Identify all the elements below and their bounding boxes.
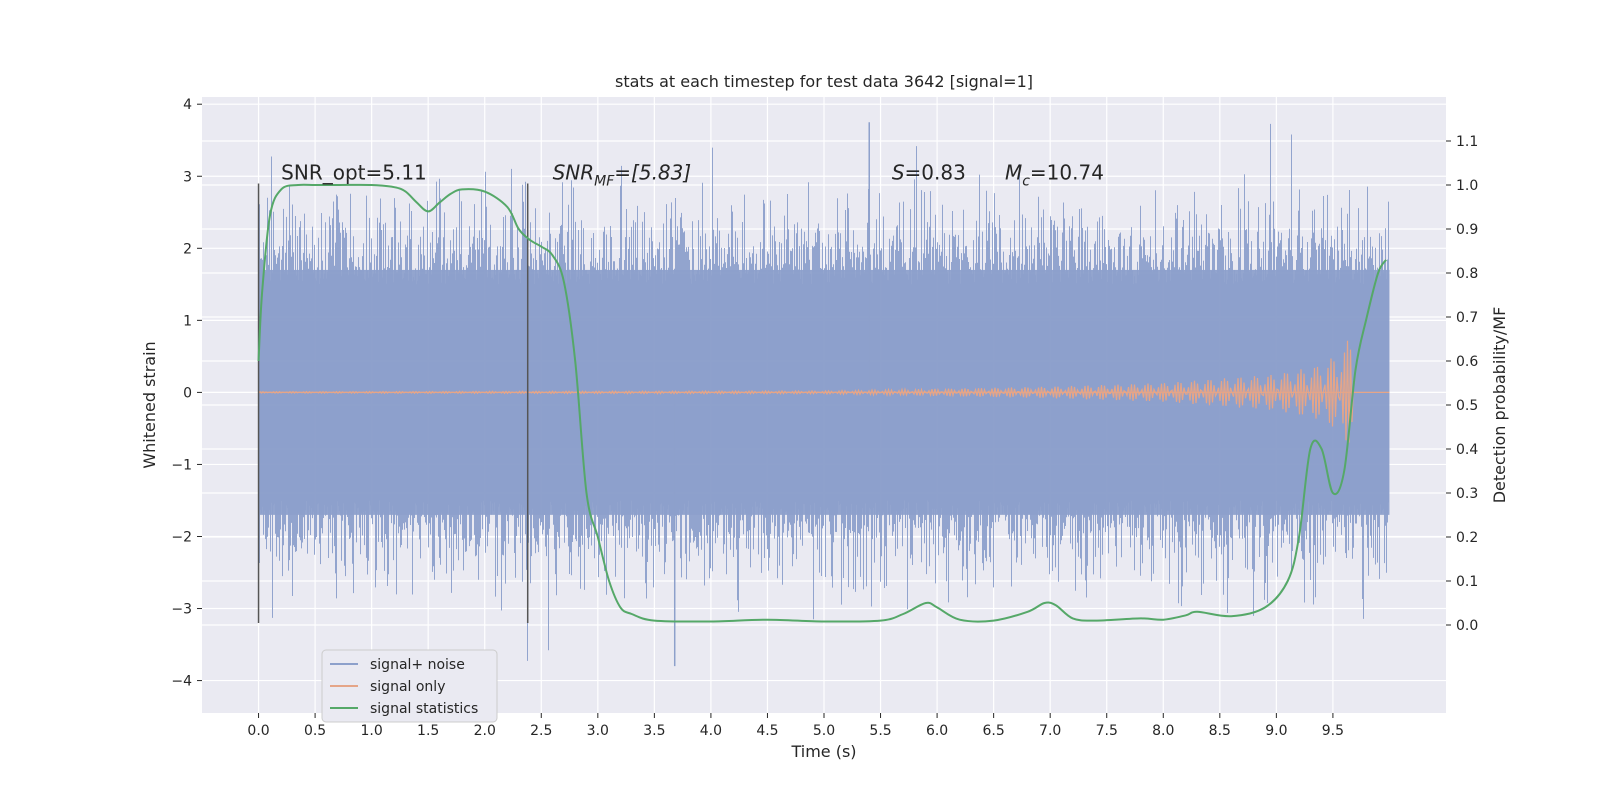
y-right-tick-label: 0.7 [1456,310,1478,326]
legend-label: signal statistics [370,701,478,717]
y-left-axis-label: Whitened strain [140,341,159,468]
y-left-tick-label: 1 [183,313,192,329]
y-right-axis-label: Detection probability/MF [1490,307,1509,504]
legend-label: signal+ noise [370,657,465,673]
statistics-line [257,183,1387,623]
x-tick-label: 2.5 [530,723,552,739]
y-left-tick-label: −4 [171,674,192,690]
legend-box [321,649,498,723]
annotation: SNR_opt=5.11 [281,161,427,185]
annotation-subscript: MF [594,174,615,190]
x-tick-label: 1.0 [361,723,383,739]
legend: signal+ noise signal only signal statistic… [321,649,498,723]
annotations: SNR_opt=5.11 SNRMF=[5.83] S=0.83 Mc=10.74 [281,161,1104,190]
annotation: S=0.83 [892,161,966,185]
x-tick-label: 9.5 [1322,723,1344,739]
y-right-tick-label: 0.0 [1456,618,1478,634]
vertical-markers [257,183,529,623]
y-right-axis-ticks: 1.1 1.0 0.9 0.8 0.7 0.6 0.5 0.4 0.3 0.2 0.1 0.0 [1446,134,1478,634]
y-right-tick-label: 0.9 [1456,222,1478,238]
x-axis-label: Time (s) [790,742,856,761]
annotation-suffix: =[5.83] [614,161,691,185]
y-right-tick-label: 0.5 [1456,398,1478,414]
x-tick-label: 7.0 [1039,723,1061,739]
annotation-suffix: =10.74 [1030,161,1104,185]
x-tick-label: 3.5 [643,723,665,739]
x-axis-ticks: 0.0 0.5 1.0 1.5 2.0 2.5 3.0 3.5 4.0 4.5 5.0 5.5 6.0 6… [247,713,1344,739]
y-left-tick-label: 3 [183,169,192,185]
y-right-tick-label: 0.6 [1456,354,1478,370]
annotation-label: M [1005,161,1022,185]
x-tick-label: 1.5 [417,723,439,739]
annotation: Mc=10.74 [1005,161,1104,190]
x-tick-label: 3.0 [587,723,609,739]
x-tick-label: 4.5 [756,723,778,739]
legend-label: signal only [370,679,445,695]
annotation-label: SNR_opt=5.11 [281,161,427,185]
annotation-suffix: =0.83 [905,161,966,185]
series-signal-only [258,340,1390,443]
y-right-tick-label: 0.4 [1456,442,1478,458]
x-tick-label: 2.0 [474,723,496,739]
y-right-tick-label: 0.2 [1456,530,1478,546]
annotation-label: S [892,161,905,185]
x-tick-label: 8.5 [1209,723,1231,739]
annotation-label: SNR [553,161,595,185]
x-tick-label: 0.0 [247,723,269,739]
y-left-tick-label: −1 [171,457,192,473]
y-left-axis-ticks: 4 3 2 1 0 −1 −2 −3 −4 [171,97,202,690]
x-tick-label: 4.0 [700,723,722,739]
y-left-tick-label: 2 [183,241,192,257]
x-tick-label: 5.0 [813,723,835,739]
y-right-tick-label: 0.8 [1456,266,1478,282]
y-right-tick-label: 1.0 [1456,178,1478,194]
y-left-tick-label: 4 [183,97,192,113]
y-right-tick-label: 1.1 [1456,134,1478,150]
annotation: SNRMF=[5.83] [553,161,692,190]
series-signal-statistics [257,183,1387,623]
x-tick-label: 7.5 [1096,723,1118,739]
x-tick-label: 6.5 [983,723,1005,739]
x-tick-label: 9.0 [1265,723,1287,739]
y-left-tick-label: 0 [183,385,192,401]
y-right-tick-label: 0.1 [1456,574,1478,590]
y-left-tick-label: −2 [171,529,192,545]
y-right-tick-label: 0.3 [1456,486,1478,502]
x-tick-label: 6.0 [926,723,948,739]
annotation-subscript: c [1022,174,1030,190]
x-tick-label: 5.5 [869,723,891,739]
chart-title: stats at each timestep for test data 364… [615,72,1033,91]
x-tick-label: 8.0 [1152,723,1174,739]
x-tick-label: 0.5 [304,723,326,739]
y-left-tick-label: −3 [171,602,192,618]
